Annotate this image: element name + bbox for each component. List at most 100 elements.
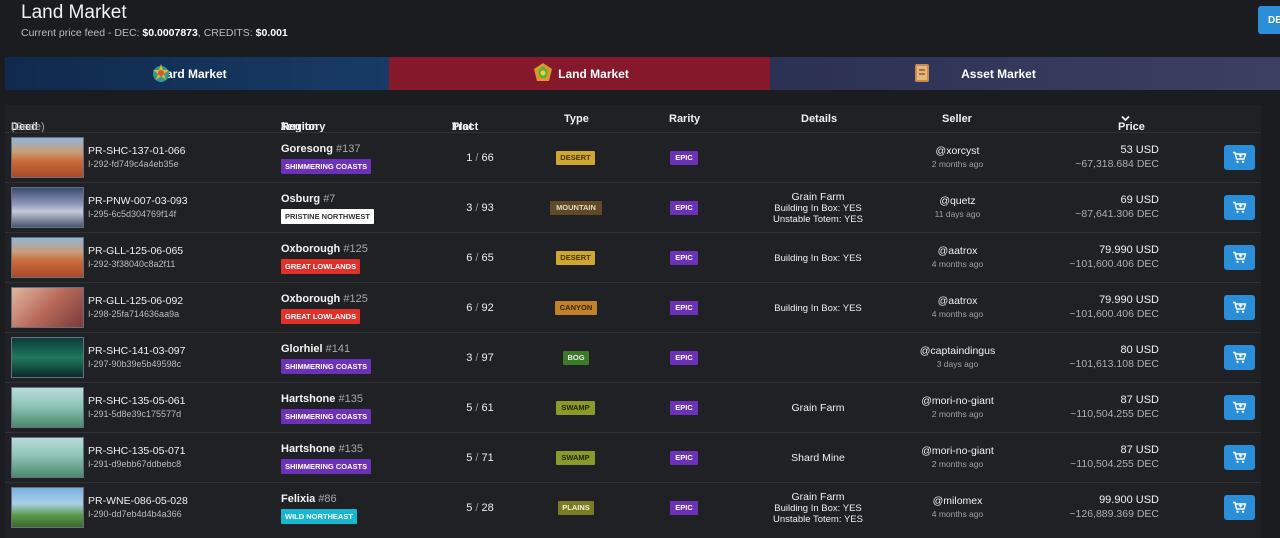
- card-market-icon: [153, 64, 169, 82]
- land-market-icon: [534, 63, 552, 81]
- deed-thumbnail[interactable]: [11, 487, 84, 528]
- deed-code[interactable]: PR-SHC-135-05-061: [88, 395, 186, 407]
- buy-button[interactable]: [1224, 245, 1255, 270]
- detail-line: Building In Box: YES: [774, 503, 862, 514]
- details: Building In Box: YES: [748, 303, 888, 314]
- table-row: PR-SHC-137-01-066 I-292-fd749c4a4eb35e G…: [5, 132, 1261, 182]
- tab-asset-market[interactable]: Asset Market: [770, 57, 1280, 90]
- deed-code[interactable]: PR-SHC-135-05-071: [88, 445, 186, 457]
- tab-card-market[interactable]: Card Market: [5, 57, 389, 90]
- buy-button[interactable]: [1224, 445, 1255, 470]
- listed-time: 2 months ago: [931, 409, 984, 419]
- price-dec: ~67,318.684 DEC: [1075, 158, 1159, 170]
- type-badge: CANYON: [555, 301, 597, 315]
- buy-button[interactable]: [1224, 495, 1255, 520]
- type-badge: MOUNTAIN: [550, 201, 602, 215]
- deed-code[interactable]: PR-SHC-137-01-066: [88, 145, 186, 157]
- header: Land Market Current price feed - DEC: $0…: [0, 0, 1280, 57]
- deed-code[interactable]: PR-SHC-141-03-097: [88, 345, 186, 357]
- price: 79.990 USD ~101,600.406 DEC: [1069, 294, 1159, 320]
- tract-plot: 3 / 97: [466, 352, 494, 364]
- buy-button[interactable]: [1224, 295, 1255, 320]
- cart-icon: [1233, 301, 1247, 313]
- listed-time: 4 months ago: [931, 259, 984, 269]
- credits-price: $0.001: [255, 27, 288, 39]
- details: Building In Box: YES: [748, 253, 888, 264]
- seller-name[interactable]: @captaindingus: [919, 345, 996, 357]
- deed-thumbnail[interactable]: [11, 137, 84, 178]
- deed-code[interactable]: PR-GLL-125-06-092: [88, 295, 184, 307]
- corner-button[interactable]: DE: [1258, 6, 1280, 34]
- tract-plot: 5 / 71: [466, 452, 494, 464]
- seller-name[interactable]: @xorcyst: [935, 145, 980, 157]
- region-name: Goresong #137: [281, 143, 361, 155]
- cart-icon: [1233, 251, 1247, 263]
- seller-name[interactable]: @mori-no-giant: [921, 445, 994, 457]
- detail-line: Building In Box: YES: [774, 303, 862, 314]
- seller: @mori-no-giant 2 months ago: [895, 395, 1020, 419]
- deed-thumbnail[interactable]: [11, 187, 84, 228]
- buy-button[interactable]: [1224, 395, 1255, 420]
- header-price[interactable]: Price: [1118, 113, 1145, 133]
- region-name: Hartshone #135: [281, 443, 363, 455]
- rarity-badge: EPIC: [670, 451, 698, 465]
- price: 80 USD ~101,613.108 DEC: [1069, 344, 1159, 370]
- price-dec: ~101,600.406 DEC: [1069, 258, 1159, 270]
- price-feed: Current price feed - DEC: $0.0007873, CR…: [21, 27, 288, 39]
- table-row: PR-SHC-141-03-097 I-297-90b39e5b49598c G…: [5, 332, 1261, 382]
- deed-thumbnail[interactable]: [11, 387, 84, 428]
- price: 79.990 USD ~101,600.406 DEC: [1069, 244, 1159, 270]
- cart-icon: [1233, 451, 1247, 463]
- seller-name[interactable]: @aatrox: [937, 295, 978, 307]
- price: 87 USD ~110,504.255 DEC: [1070, 394, 1159, 420]
- detail-line: Grain Farm: [791, 491, 845, 503]
- buy-button[interactable]: [1224, 195, 1255, 220]
- tab-land-market[interactable]: Land Market: [389, 57, 770, 90]
- buy-button[interactable]: [1224, 345, 1255, 370]
- seller-name[interactable]: @mori-no-giant: [921, 395, 994, 407]
- tract-plot: 5 / 61: [466, 402, 494, 414]
- price-dec: ~87,641.306 DEC: [1075, 208, 1159, 220]
- table-header: Deed (Code) Region / Territory Tract / P…: [11, 113, 1145, 133]
- deed-code[interactable]: PR-PNW-007-03-093: [88, 195, 188, 207]
- buy-button[interactable]: [1224, 145, 1255, 170]
- table-row: PR-GLL-125-06-092 I-298-25fa714636aa9a O…: [5, 282, 1261, 332]
- deed-code[interactable]: PR-WNE-086-05-028: [88, 495, 188, 507]
- seller: @quetz 11 days ago: [895, 195, 1020, 219]
- deed-thumbnail[interactable]: [11, 237, 84, 278]
- tab-asset-market-label: Asset Market: [961, 66, 1036, 81]
- price-usd: 69 USD: [1120, 194, 1159, 206]
- deed-hash: I-298-25fa714636aa9a: [88, 309, 180, 319]
- detail-line: Grain Farm: [791, 191, 845, 203]
- territory-badge: GREAT LOWLANDS: [281, 309, 361, 324]
- seller-name[interactable]: @milomex: [932, 495, 983, 507]
- header-details: Details: [801, 113, 838, 125]
- rarity-badge: EPIC: [670, 251, 698, 265]
- header-rarity[interactable]: Rarity: [669, 113, 701, 125]
- deed-thumbnail[interactable]: [11, 287, 84, 328]
- tract-plot: 6 / 65: [466, 252, 494, 264]
- deed-thumbnail[interactable]: [11, 337, 84, 378]
- header-type[interactable]: Type: [564, 113, 589, 125]
- rarity-badge: EPIC: [670, 351, 698, 365]
- seller-name[interactable]: @aatrox: [937, 245, 978, 257]
- type-badge: SWAMP: [556, 401, 595, 415]
- detail-line: Building In Box: YES: [774, 253, 862, 264]
- listed-time: 2 months ago: [931, 459, 984, 469]
- table-row: PR-SHC-135-05-071 I-291-d9ebb67ddbebc8 H…: [5, 432, 1261, 482]
- detail-line: Grain Farm: [791, 402, 845, 414]
- region-name: Glorhiel #141: [281, 343, 351, 355]
- detail-line: Unstable Totem: YES: [773, 514, 863, 525]
- region-name: Oxborough #125: [281, 293, 368, 305]
- deed-code[interactable]: PR-GLL-125-06-065: [88, 245, 184, 257]
- deed-thumbnail[interactable]: [11, 437, 84, 478]
- header-seller[interactable]: Seller: [942, 113, 972, 125]
- type-badge: DESERT: [556, 251, 595, 265]
- details: Grain Farm Building In Box: YES Unstable…: [748, 191, 888, 225]
- dec-price: $0.0007873: [142, 27, 198, 39]
- details: Grain Farm Building In Box: YES Unstable…: [748, 491, 888, 525]
- seller: @aatrox 4 months ago: [895, 295, 1020, 319]
- seller-name[interactable]: @quetz: [939, 195, 976, 207]
- territory-badge: SHIMMERING COASTS: [281, 159, 372, 174]
- seller: @milomex 4 months ago: [895, 495, 1020, 519]
